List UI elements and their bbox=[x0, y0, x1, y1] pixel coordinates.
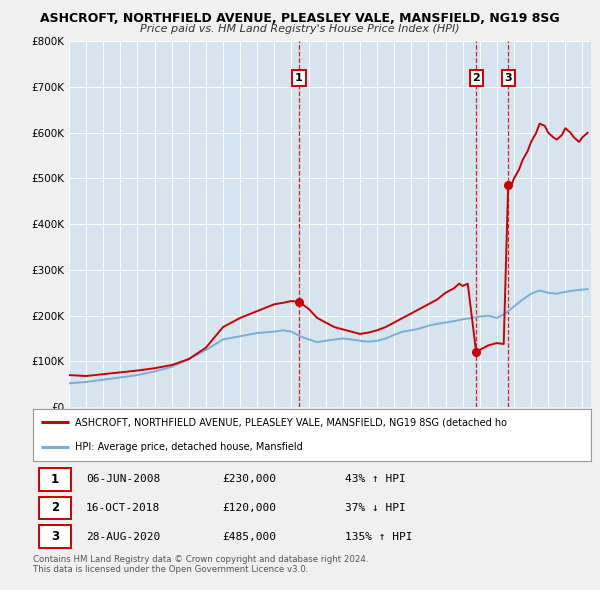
Text: £120,000: £120,000 bbox=[223, 503, 277, 513]
Text: 28-AUG-2020: 28-AUG-2020 bbox=[86, 532, 160, 542]
Text: 37% ↓ HPI: 37% ↓ HPI bbox=[346, 503, 406, 513]
Text: 3: 3 bbox=[50, 530, 59, 543]
Text: £230,000: £230,000 bbox=[223, 474, 277, 484]
Text: 16-OCT-2018: 16-OCT-2018 bbox=[86, 503, 160, 513]
FancyBboxPatch shape bbox=[38, 526, 71, 548]
Text: 06-JUN-2008: 06-JUN-2008 bbox=[86, 474, 160, 484]
Text: 43% ↑ HPI: 43% ↑ HPI bbox=[346, 474, 406, 484]
Text: HPI: Average price, detached house, Mansfield: HPI: Average price, detached house, Mans… bbox=[75, 442, 302, 452]
Text: Price paid vs. HM Land Registry's House Price Index (HPI): Price paid vs. HM Land Registry's House … bbox=[140, 24, 460, 34]
Text: 1: 1 bbox=[50, 473, 59, 486]
Text: 1: 1 bbox=[295, 73, 303, 83]
Text: Contains HM Land Registry data © Crown copyright and database right 2024.: Contains HM Land Registry data © Crown c… bbox=[33, 555, 368, 563]
FancyBboxPatch shape bbox=[38, 497, 71, 519]
Text: 2: 2 bbox=[472, 73, 480, 83]
Text: ASHCROFT, NORTHFIELD AVENUE, PLEASLEY VALE, MANSFIELD, NG19 8SG: ASHCROFT, NORTHFIELD AVENUE, PLEASLEY VA… bbox=[40, 12, 560, 25]
Text: ASHCROFT, NORTHFIELD AVENUE, PLEASLEY VALE, MANSFIELD, NG19 8SG (detached ho: ASHCROFT, NORTHFIELD AVENUE, PLEASLEY VA… bbox=[75, 418, 507, 427]
Text: This data is licensed under the Open Government Licence v3.0.: This data is licensed under the Open Gov… bbox=[33, 565, 308, 574]
Text: 2: 2 bbox=[50, 502, 59, 514]
FancyBboxPatch shape bbox=[38, 468, 71, 490]
Text: 3: 3 bbox=[505, 73, 512, 83]
Text: 135% ↑ HPI: 135% ↑ HPI bbox=[346, 532, 413, 542]
Text: £485,000: £485,000 bbox=[223, 532, 277, 542]
